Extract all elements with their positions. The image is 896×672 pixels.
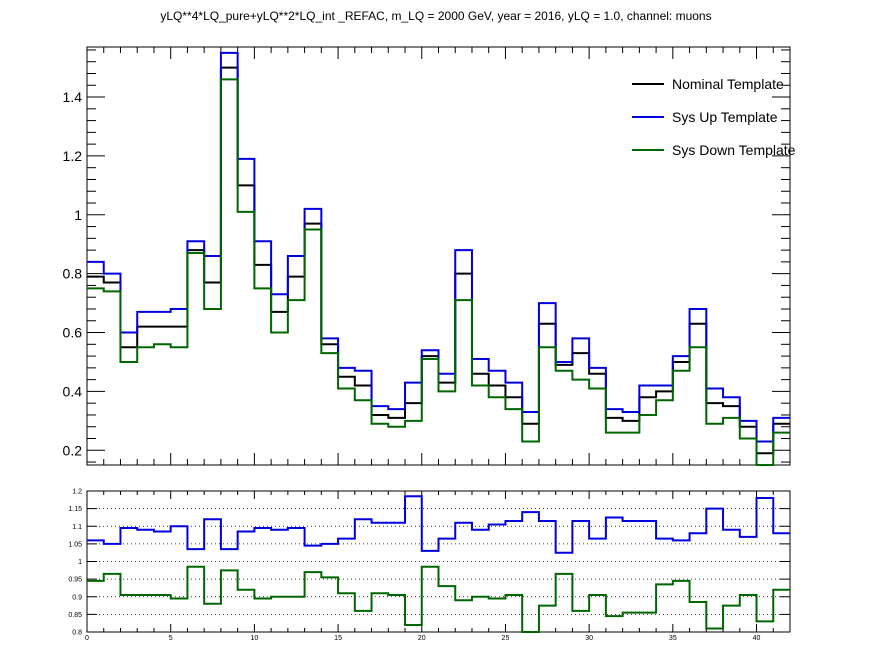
legend: Nominal Template Sys Up Template Sys Down … (632, 76, 796, 158)
ratio-x-tick-label: 0 (85, 635, 89, 642)
main-y-tick-label: 0.6 (63, 325, 83, 341)
main-y-tick-label: 0.4 (63, 383, 83, 399)
main-y-tick-label: 1 (74, 207, 82, 223)
ratio-y-tick-label: 0.85 (68, 612, 82, 619)
legend-label-sys-up-template: Sys Up Template (672, 109, 778, 125)
main-y-tick-label: 1.4 (63, 89, 83, 105)
ratio-y-tick-label: 1.2 (72, 489, 82, 496)
ratio-x-tick-label: 15 (334, 635, 342, 642)
legend-label-sys-down-template: Sys Down Template (672, 142, 796, 158)
legend-label-nominal-template: Nominal Template (672, 76, 784, 92)
ratio-series-up (87, 495, 790, 554)
ratio-y-tick-label: 1.05 (68, 541, 82, 548)
ratio-y-tick-label: 1 (78, 559, 82, 566)
ratio-x-tick-label: 10 (250, 635, 258, 642)
main-y-tick-label: 1.2 (63, 148, 83, 164)
ratio-x-tick-label: 5 (169, 635, 173, 642)
ratio-series-group (87, 495, 790, 633)
ratio-x-tick-label: 25 (502, 635, 510, 642)
main-panel: 0.2 0.4 0.6 0.8 1 1.2 1.4 Nominal Template Sys … (63, 46, 796, 466)
series-sys-down-template (87, 78, 790, 466)
ratio-x-tick-label: 40 (753, 635, 761, 642)
ratio-y-tick-label: 0.95 (68, 577, 82, 584)
ratio-y-tick-label: 1.1 (72, 524, 82, 531)
ratio-series-down (87, 565, 790, 633)
ratio-x-tick-label: 35 (669, 635, 677, 642)
ratio-y-tick-label: 0.9 (72, 594, 82, 601)
ratio-plot-frame (86, 490, 791, 633)
ratio-y-tick-label: 0.8 (72, 630, 82, 637)
main-y-tick-label: 0.2 (63, 442, 83, 458)
ratio-y-tick-label: 1.15 (68, 506, 82, 513)
ratio-x-tick-label: 30 (585, 635, 593, 642)
main-y-tick-label: 0.8 (63, 266, 83, 282)
ratio-axes-ticks: 0.8 0.85 0.9 0.95 1 1.05 1.1 1.15 1.2 0 5 10 15 20 25 3… (68, 489, 791, 642)
main-series-group (87, 51, 790, 466)
ratio-x-tick-label: 20 (418, 635, 426, 642)
main-axes-ticks: 0.2 0.4 0.6 0.8 1 1.2 1.4 (63, 47, 791, 465)
series-nominal-template (87, 66, 790, 455)
ratio-panel: 0.8 0.85 0.9 0.95 1 1.05 1.1 1.15 1.2 0 5 10 15 20 25 3… (68, 489, 791, 642)
chart-title: yLQ**4*LQ_pure+yLQ**2*LQ_int _REFAC, m_L… (160, 9, 711, 23)
